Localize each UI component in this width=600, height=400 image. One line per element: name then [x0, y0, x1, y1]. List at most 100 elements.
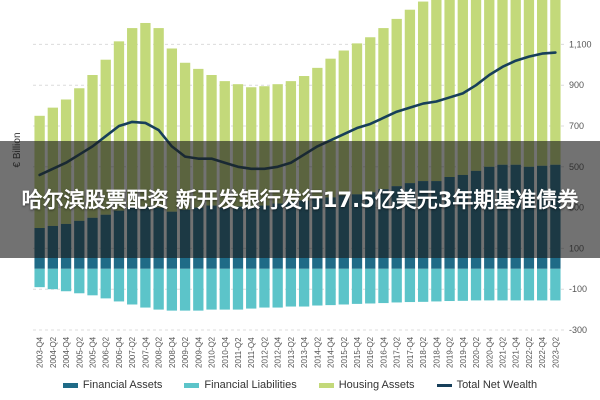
bar-financial-liabilities	[444, 268, 455, 302]
legend-label-financial-assets: Financial Assets	[82, 379, 163, 391]
bar-financial-liabilities	[232, 268, 244, 310]
bar-financial-liabilities	[391, 268, 402, 303]
legend-item-total-net-wealth: Total Net Wealth	[436, 377, 538, 393]
bar-housing-assets	[523, 0, 535, 167]
bar-financial-liabilities	[285, 268, 297, 307]
legend-swatch-total-net-wealth	[436, 383, 452, 387]
x-tick-label: 2021-Q2	[498, 336, 507, 368]
x-tick-label: 2004-Q4	[62, 336, 71, 368]
headline-banner[interactable]: 哈尔滨股票配资 新开发银行发行17.5亿美元3年期基准债券	[0, 141, 600, 258]
x-tick-label: 2011-Q2	[234, 337, 243, 368]
legend-swatch-financial-assets	[62, 382, 78, 388]
bar-financial-liabilities	[166, 268, 178, 311]
x-tick-label: 2007-Q2	[128, 336, 137, 368]
x-tick-label: 2005-Q4	[89, 336, 98, 368]
legend-label-total-net-wealth: Total Net Wealth	[456, 379, 538, 391]
bar-housing-assets	[484, 0, 495, 167]
legend-label-housing-assets: Housing Assets	[338, 379, 415, 391]
bar-financial-liabilities	[325, 268, 336, 306]
x-tick-label: 2009-Q4	[194, 336, 203, 368]
bar-housing-assets	[166, 48, 178, 212]
bar-financial-liabilities	[484, 268, 495, 301]
bar-financial-liabilities	[298, 268, 310, 307]
bar-housing-assets	[193, 68, 204, 208]
bar-housing-assets	[510, 0, 521, 165]
bar-financial-liabilities	[219, 268, 230, 310]
bar-financial-liabilities	[338, 268, 349, 305]
x-tick-labels: 2003-Q4 2004-Q2 2004-Q4 2005-Q2 2005-Q4 2006-…	[36, 336, 561, 368]
legend-item-housing-assets: Housing Assets	[318, 377, 415, 393]
x-tick-label: 2005-Q2	[75, 336, 84, 368]
bar-housing-assets	[298, 76, 310, 201]
bar-housing-assets	[457, 0, 468, 175]
bar-financial-liabilities	[457, 268, 468, 301]
y-tick-label: 900	[569, 80, 584, 90]
bar-housing-assets	[312, 67, 323, 199]
x-tick-label: 2019-Q4	[459, 336, 468, 368]
bar-financial-liabilities	[153, 268, 164, 310]
legend-swatch-financial-liabilities	[184, 382, 200, 388]
bar-financial-liabilities	[523, 268, 535, 301]
bar-financial-liabilities	[510, 268, 521, 301]
bar-housing-assets	[206, 75, 217, 206]
x-tick-label: 2008-Q2	[155, 336, 164, 368]
x-tick-label: 2020-Q4	[485, 336, 494, 368]
legend-label-financial-liabilities: Financial Liabilities	[204, 379, 297, 391]
x-tick-label: 2011-Q4	[247, 337, 256, 368]
bar-housing-assets	[391, 18, 402, 187]
x-tick-label: 2010-Q2	[208, 336, 217, 368]
x-tick-label: 2023-Q2	[551, 336, 560, 368]
bar-financial-liabilities	[100, 268, 111, 299]
x-tick-label: 2014-Q2	[313, 336, 322, 368]
bar-financial-liabilities	[537, 268, 548, 301]
x-tick-label: 2019-Q2	[446, 336, 455, 368]
x-tick-label: 2013-Q2	[287, 336, 296, 368]
bar-financial-liabilities	[417, 268, 429, 302]
bar-financial-liabilities	[550, 268, 561, 301]
x-tick-label: 2006-Q2	[102, 336, 111, 368]
x-tick-label: 2013-Q4	[300, 336, 309, 368]
bar-housing-assets	[179, 62, 191, 210]
bar-housing-assets	[325, 58, 336, 198]
bar-financial-liabilities	[497, 268, 508, 301]
bar-housing-assets	[338, 50, 349, 196]
x-tick-label: 2009-Q2	[181, 336, 190, 368]
x-tick-label: 2017-Q2	[393, 336, 402, 368]
bar-financial-liabilities	[378, 268, 389, 304]
x-tick-label: 2003-Q4	[36, 336, 45, 368]
bar-financial-liabilities	[179, 268, 191, 311]
bar-financial-liabilities	[113, 268, 125, 302]
bar-housing-assets	[378, 28, 389, 190]
bar-financial-liabilities	[259, 268, 270, 308]
x-tick-label: 2022-Q2	[525, 336, 534, 368]
bar-housing-assets	[431, 0, 442, 182]
legend-item-financial-assets: Financial Assets	[62, 377, 163, 393]
bar-financial-liabilities	[351, 268, 363, 304]
x-tick-label: 2015-Q4	[353, 336, 362, 368]
x-tick-label: 2017-Q4	[406, 336, 415, 368]
bar-housing-assets	[537, 0, 548, 166]
x-tick-label: 2020-Q2	[472, 336, 481, 368]
bar-housing-assets	[365, 37, 376, 193]
x-tick-label: 2016-Q2	[366, 336, 375, 368]
bar-financial-liabilities	[47, 268, 58, 290]
legend-swatch-housing-assets	[318, 382, 334, 388]
bar-housing-assets	[140, 22, 151, 207]
x-tick-label: 2022-Q4	[538, 336, 547, 368]
chart-legend: Financial Assets Financial Liabilities H…	[0, 377, 600, 393]
x-tick-label: 2006-Q4	[115, 336, 124, 368]
x-tick-label: 2021-Q4	[512, 336, 521, 368]
x-tick-label: 2010-Q4	[221, 336, 230, 368]
x-tick-label: 2012-Q4	[274, 336, 283, 368]
x-tick-label: 2008-Q4	[168, 336, 177, 368]
bar-financial-liabilities	[127, 268, 138, 305]
bar-financial-liabilities	[87, 268, 98, 296]
headline-title[interactable]: 哈尔滨股票配资 新开发银行发行17.5亿美元3年期基准债券	[21, 187, 579, 212]
bar-financial-liabilities	[470, 268, 482, 301]
y-tick-label: 1,100	[569, 39, 592, 49]
x-tick-label: 2016-Q4	[379, 336, 388, 368]
x-tick-label: 2004-Q2	[49, 336, 58, 368]
y-tick-label: -100	[569, 284, 587, 294]
bar-housing-assets	[550, 0, 561, 165]
